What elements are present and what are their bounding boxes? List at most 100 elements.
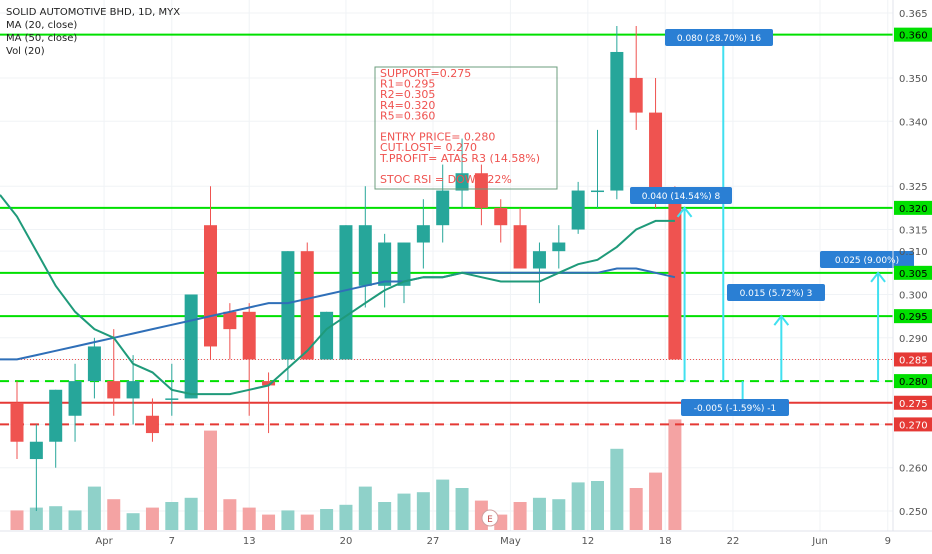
volume-bar (10, 510, 24, 530)
time-tick-label: Jun (811, 536, 828, 547)
volume-bars (10, 419, 682, 530)
measure-label-box (820, 251, 914, 268)
arrow-head (773, 314, 790, 326)
price-tick-label: 0.305 (899, 269, 928, 280)
volume-bar (49, 506, 63, 530)
volume-bar (649, 472, 663, 530)
volume-bar (591, 481, 604, 530)
price-tick-label: 0.320 (899, 204, 928, 215)
candle-body (10, 402, 24, 442)
price-tick-label: 0.290 (899, 334, 928, 345)
volume-bar (223, 499, 237, 530)
chart-title: SOLID AUTOMOTIVE BHD, 1D, MYX (6, 7, 180, 18)
price-tick-label: 0.365 (899, 9, 928, 20)
annotation-text: SUPPORT=0.275 R1=0.295 R2=0.305 R4=0.320 R5=… (379, 67, 540, 186)
volume-bar (145, 507, 159, 530)
price-label-box (894, 374, 932, 389)
price-tick-label: 0.270 (899, 420, 928, 431)
price-tick-label: 0.285 (899, 355, 928, 366)
candlesticks (10, 25, 682, 512)
candle-body (436, 190, 450, 226)
candle-body (629, 77, 643, 113)
time-axis: Apr 7 13 20 27 May 12 18 22 Jun 9 (0, 530, 932, 547)
volume-bar (436, 479, 450, 530)
measure-label-box (630, 187, 732, 204)
candle-body (455, 173, 469, 191)
candle-body (591, 190, 604, 193)
time-tick-label: 9 (885, 536, 891, 547)
annotation-line: R4=0.320 (380, 99, 435, 112)
candle-body (532, 251, 546, 269)
candle-body (668, 199, 682, 360)
svg-text:E: E (487, 515, 493, 525)
annotation-line: R2=0.305 (380, 88, 435, 101)
price-tick-label: 0.280 (899, 377, 928, 388)
candle-body (571, 190, 585, 230)
price-tick-label: 0.295 (899, 312, 928, 323)
time-tick-label: 27 (427, 536, 440, 547)
volume-bar (610, 448, 624, 530)
volume-bar (339, 504, 353, 530)
price-tick-label: 0.350 (899, 74, 928, 85)
annotation-line: ENTRY PRICE= 0.280 (380, 131, 495, 144)
volume-bar (416, 492, 430, 530)
volume-bar (29, 507, 43, 530)
time-tick-label: 22 (727, 536, 740, 547)
volume-bar (242, 507, 256, 530)
measure-label: 0.015 (5.72%) 3 (740, 289, 813, 299)
indicator-label: MA (20, close) (6, 20, 77, 31)
time-tick-label: Apr (95, 536, 113, 547)
candle-body (49, 389, 63, 442)
event-marker[interactable]: E (481, 509, 499, 527)
volume-bar (378, 502, 392, 530)
measure-label-box (665, 29, 773, 46)
price-label-box (894, 309, 932, 324)
candle-body (649, 112, 663, 191)
price-tick-label: 0.300 (899, 290, 928, 301)
candle-body (184, 294, 198, 399)
price-label-box (894, 265, 932, 280)
candle-body (29, 441, 43, 460)
volume-bar (397, 493, 411, 530)
volume-bar (165, 502, 179, 530)
indicator-label: Vol (20) (6, 46, 45, 57)
measure-label: 0.080 (28.70%) 16 (677, 34, 762, 44)
volume-bar (281, 510, 295, 530)
candle-body (320, 311, 334, 360)
candle-body (474, 173, 488, 208)
volume-bar (513, 502, 527, 530)
volume-bar (87, 486, 101, 530)
volume-bar (532, 497, 546, 530)
volume-bar (320, 509, 334, 530)
time-tick-label: May (500, 536, 521, 547)
price-label-box (894, 395, 932, 410)
price-tick-label: 0.310 (899, 247, 928, 258)
volume-bar (204, 430, 217, 530)
measure-label: -0.005 (-1.59%) -1 (694, 404, 777, 414)
candle-body (145, 415, 159, 434)
price-tick-label: 0.260 (899, 464, 928, 475)
volume-bar (629, 488, 643, 530)
candle-body (513, 225, 527, 269)
candle-body (610, 51, 624, 191)
candle-body (126, 381, 140, 399)
time-tick-label: 12 (581, 536, 594, 547)
price-tick-label: 0.250 (899, 507, 928, 518)
arrow-head (870, 271, 886, 283)
volume-bar (262, 514, 276, 530)
price-tick-label: 0.315 (899, 226, 928, 237)
candle-body (242, 311, 256, 360)
candle-body (281, 251, 295, 360)
annotation-box[interactable]: SUPPORT=0.275 R1=0.295 R2=0.305 R4=0.320 R5=… (374, 66, 558, 190)
candle-body (68, 381, 82, 416)
candle-body (552, 242, 566, 252)
time-tick-label: 18 (659, 536, 672, 547)
candle-body (107, 381, 121, 399)
candle-body (262, 381, 276, 386)
time-tick-label: 7 (169, 536, 175, 547)
volume-bar (552, 499, 566, 530)
candle-body (378, 242, 392, 286)
annotation-line: SUPPORT=0.275 (380, 67, 471, 80)
